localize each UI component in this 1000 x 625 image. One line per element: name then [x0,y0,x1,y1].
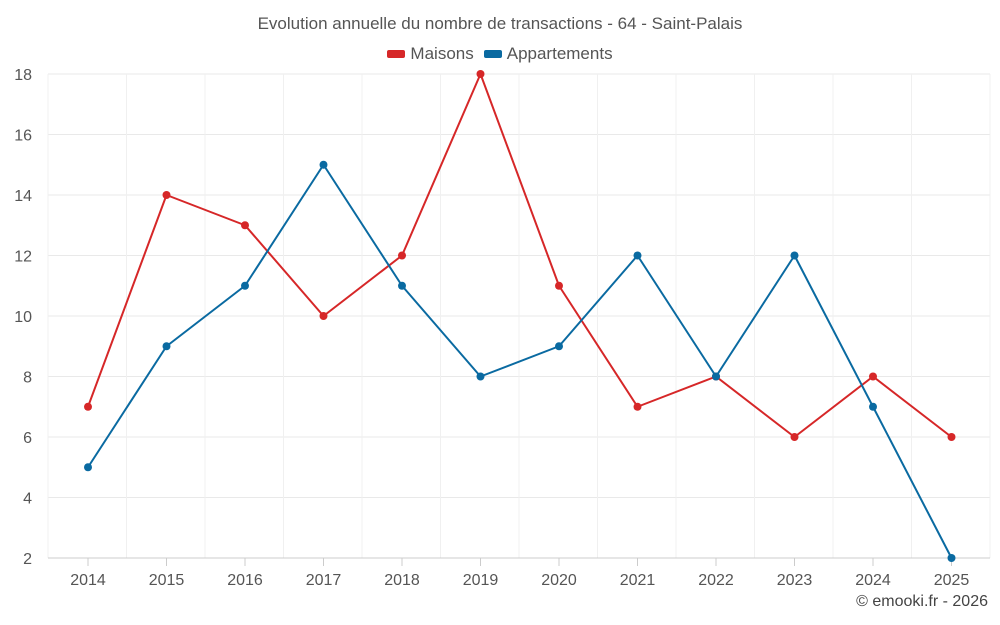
data-point-appartements [398,281,406,290]
data-point-appartements [162,342,171,351]
data-point-maisons [869,372,877,381]
data-point-maisons [633,402,642,411]
y-tick-label: 16 [14,128,32,145]
credit: © emooki.fr - 2026 [856,593,988,610]
y-tick-label: 8 [23,370,32,387]
data-point-appartements [947,554,956,562]
x-tick-label: 2014 [70,572,106,589]
data-point-maisons [555,281,563,290]
y-tick-label: 6 [23,430,32,447]
data-point-maisons [319,312,328,320]
chart-title: Evolution annuelle du nombre de transact… [257,14,743,33]
data-point-appartements [712,372,720,381]
data-point-maisons [241,221,249,230]
x-tick-label: 2023 [777,572,813,589]
x-tick-label: 2016 [227,572,263,589]
x-tick-label: 2020 [541,572,577,589]
data-point-maisons [162,191,171,199]
x-tick-label: 2018 [384,572,420,589]
data-point-maisons [398,251,406,260]
data-point-appartements [84,463,92,472]
data-point-appartements [241,281,249,290]
legend-swatch-maisons [387,50,406,58]
x-tick-label: 2019 [463,572,499,589]
data-point-maisons [947,433,956,441]
series-line-maisons [87,73,953,438]
legend-label-appartements: Appartements [506,44,613,63]
data-point-appartements [790,251,799,260]
legend-label-maisons: Maisons [410,44,474,63]
data-point-appartements [319,160,328,169]
legend: Maisons Appartements [0,44,1000,64]
data-point-maisons [84,402,92,411]
data-point-maisons [790,433,799,441]
y-tick-label: 12 [14,249,32,266]
x-tick-label: 2015 [149,572,185,589]
legend-swatch-appartements [483,50,502,58]
series-line-appartements [87,163,953,559]
data-point-appartements [555,342,563,351]
y-tick-label: 2 [23,551,32,568]
x-tick-label: 2022 [698,572,734,589]
data-point-appartements [476,372,485,381]
x-tick-label: 2021 [620,572,656,589]
y-tick-label: 14 [14,188,32,205]
legend-item-maisons[interactable]: Maisons [387,44,474,64]
data-point-appartements [633,251,642,260]
y-tick-label: 4 [23,491,32,508]
data-point-maisons [476,70,485,78]
data-point-appartements [869,402,877,411]
x-tick-label: 2025 [934,572,970,589]
x-tick-label: 2017 [306,572,342,589]
y-tick-label: 18 [14,67,32,84]
x-tick-label: 2024 [855,572,891,589]
legend-item-appartements[interactable]: Appartements [483,44,613,64]
y-tick-label: 10 [14,309,32,326]
